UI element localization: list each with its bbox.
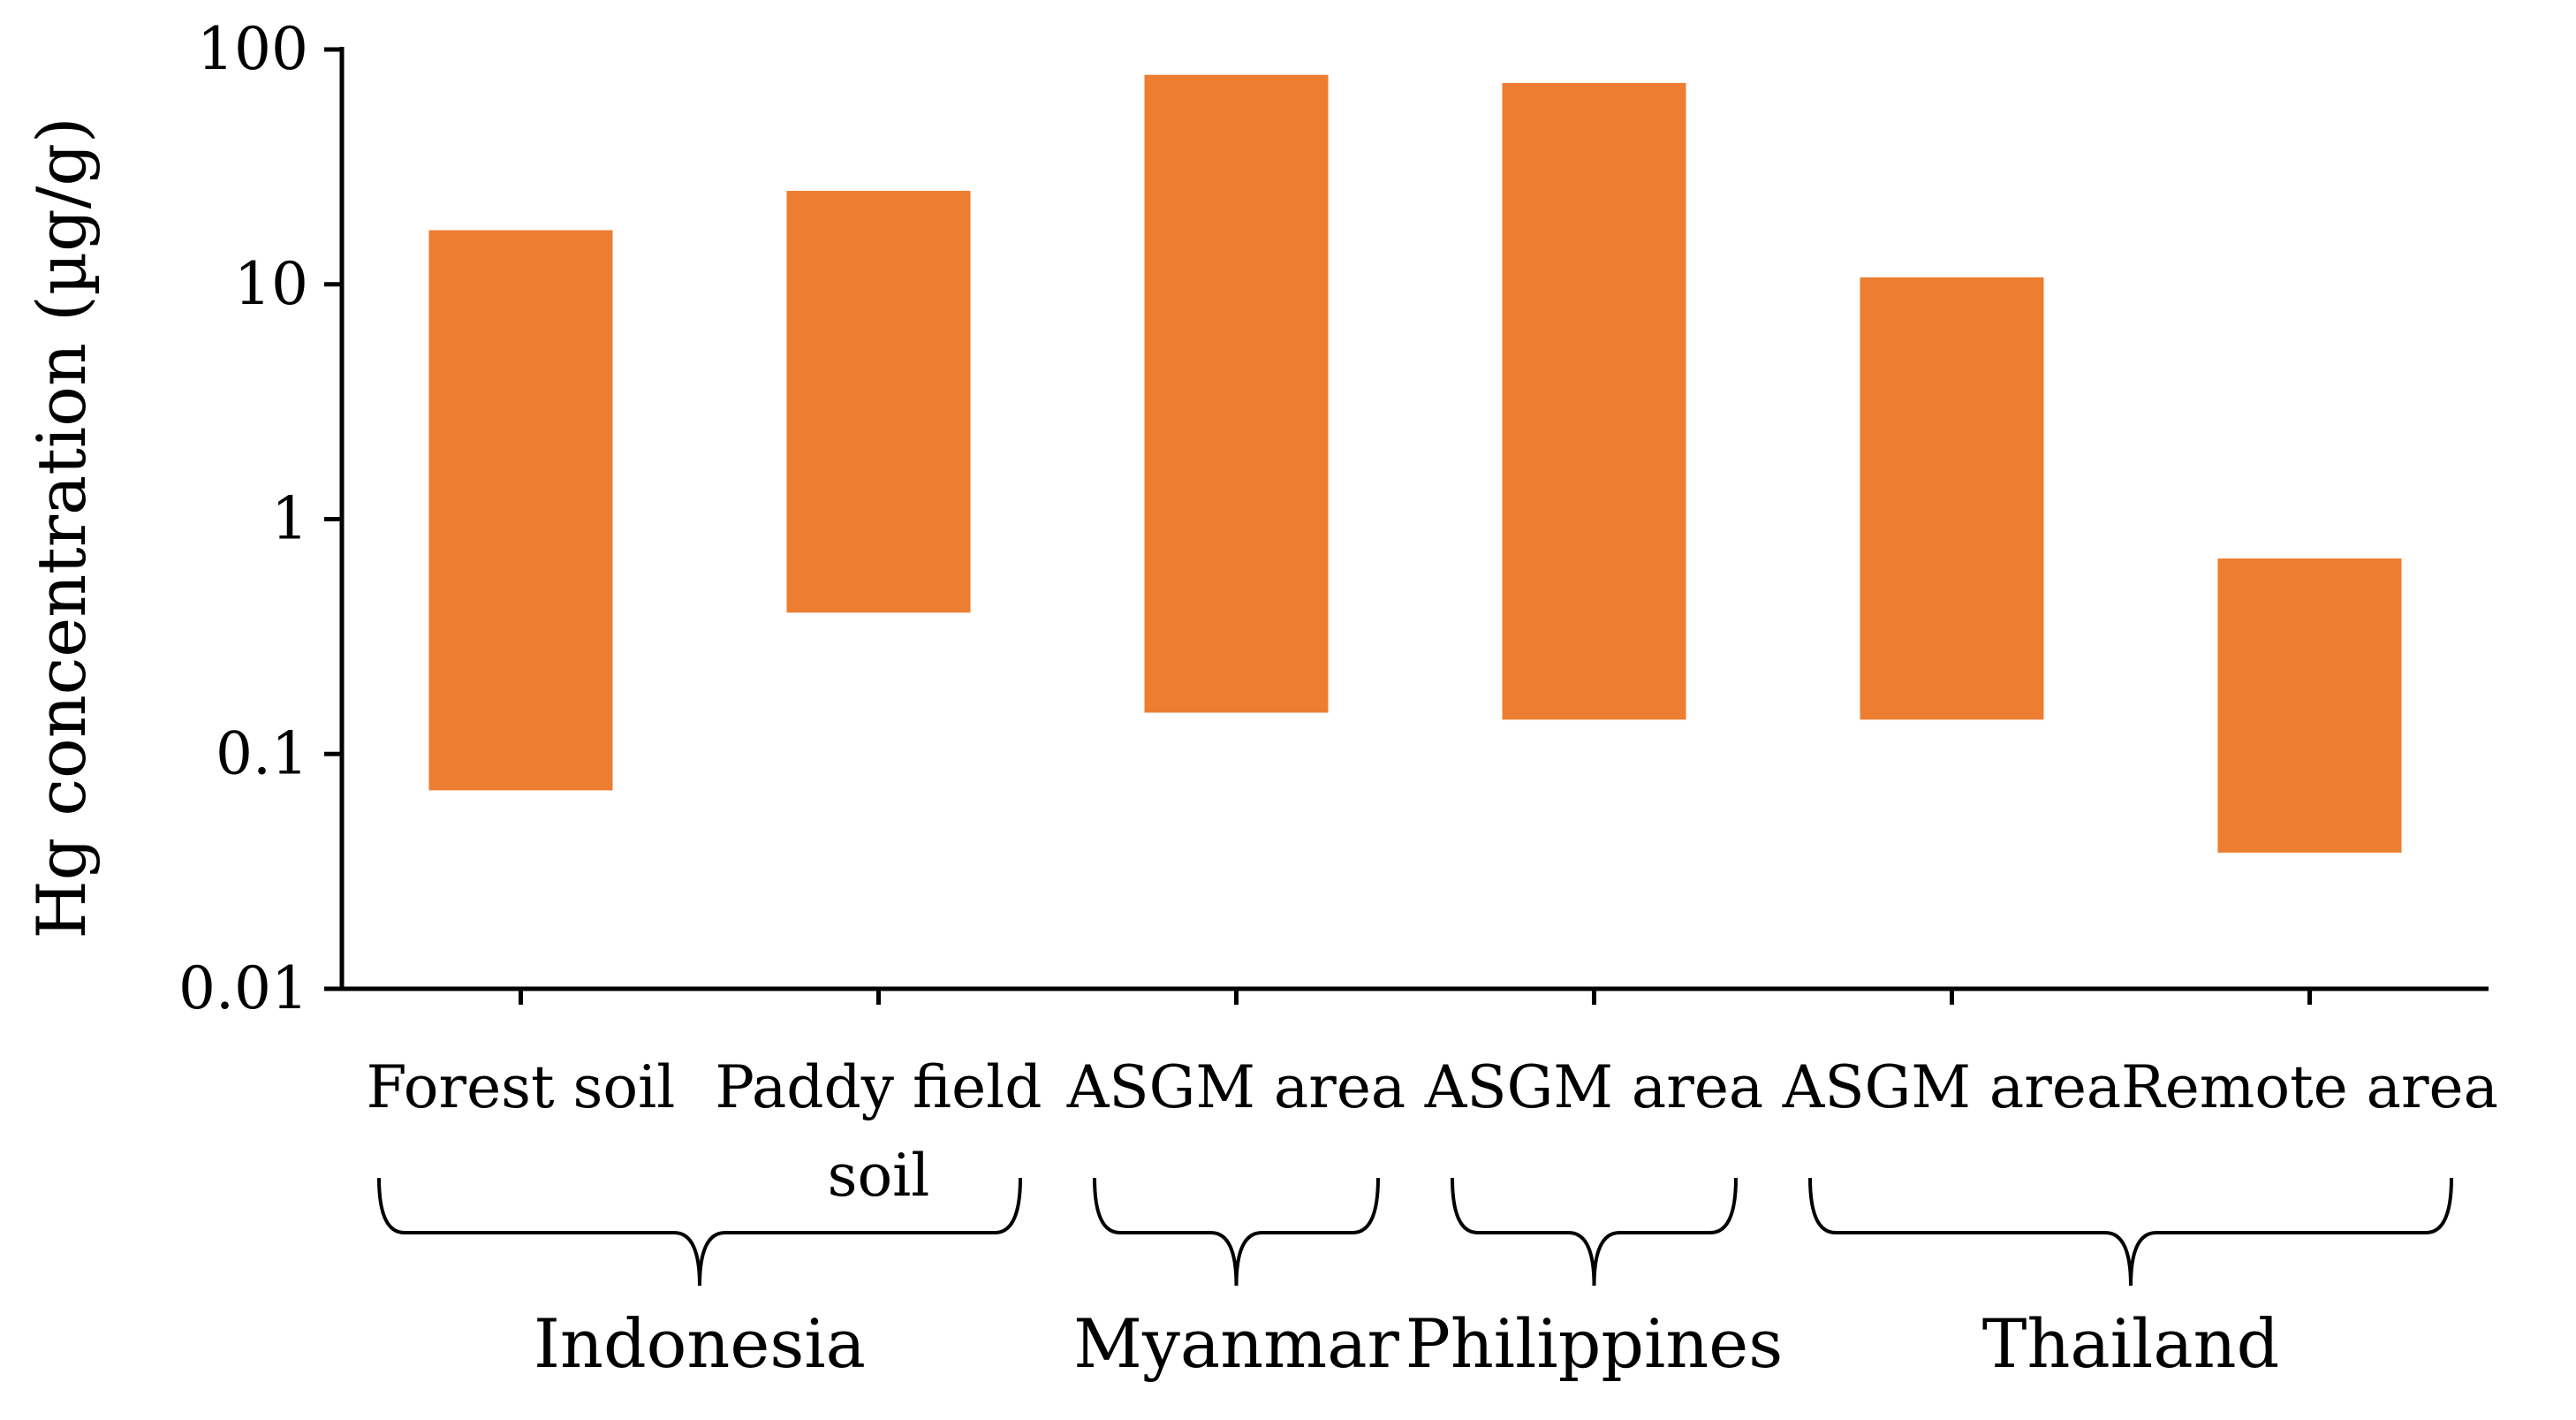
y-axis-title: Hg concentration (µg/g) (22, 117, 101, 938)
group-brace-1 (1093, 1177, 1380, 1287)
braces-layer: Indonesia Myanmar Philippines Thailand (377, 1177, 2453, 1383)
group-brace-2 (1451, 1177, 1738, 1287)
group-brace-0 (377, 1177, 1022, 1287)
range-bar-2 (1144, 74, 1329, 713)
labels-layer: 0.01 0.1 1 10 100 Forest soil Paddy field soil A… (22, 15, 2498, 1210)
y-tick-label-4: 100 (197, 15, 308, 83)
range-bar-5 (2217, 558, 2402, 853)
bars-layer (428, 74, 2402, 853)
axes-layer (324, 47, 2489, 1005)
group-label-0: Indonesia (534, 1304, 866, 1383)
category-label-2: ASGM area (1066, 1053, 1405, 1121)
range-bar-4 (1860, 277, 2044, 720)
y-tick-label-0: 0.01 (178, 954, 308, 1022)
range-bar-0 (428, 230, 613, 791)
y-tick-label-1: 0.1 (216, 719, 308, 787)
group-label-2: Philippines (1405, 1304, 1784, 1383)
category-label-4: ASGM area (1782, 1053, 2121, 1121)
category-label-0: Forest soil (367, 1053, 676, 1121)
group-label-3: Thailand (1982, 1304, 2279, 1383)
category-label-1: Paddy field (716, 1053, 1042, 1121)
category-label-3: ASGM area (1424, 1053, 1763, 1121)
range-bar-3 (1502, 82, 1686, 720)
range-bar-1 (786, 191, 971, 613)
category-label-5: Remote area (2121, 1053, 2498, 1121)
group-label-1: Myanmar (1073, 1304, 1399, 1383)
category-label-1-line-1: soil (828, 1142, 930, 1210)
group-brace-3 (1808, 1177, 2453, 1287)
y-tick-label-3: 10 (234, 250, 308, 318)
y-tick-label-2: 1 (271, 485, 308, 553)
